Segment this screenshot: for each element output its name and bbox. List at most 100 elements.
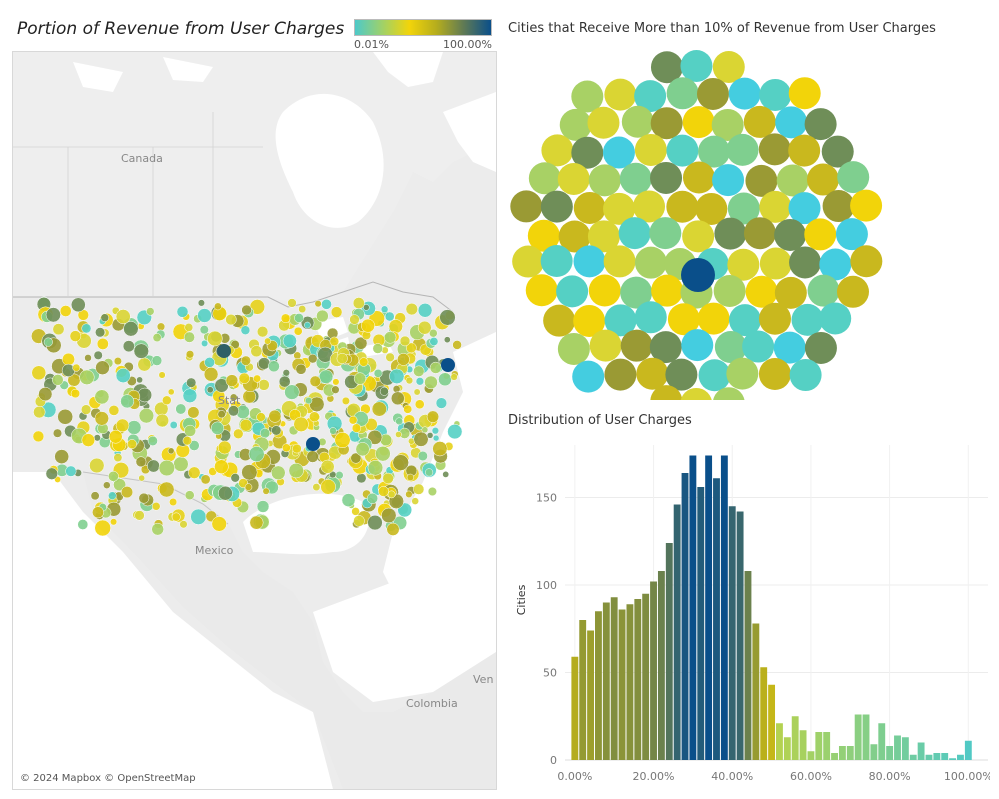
city-bubble[interactable]	[727, 248, 760, 281]
map-city-dot[interactable]	[108, 491, 117, 500]
map-city-dot[interactable]	[218, 485, 233, 501]
histogram-bar[interactable]	[595, 611, 602, 760]
map-city-dot[interactable]	[94, 411, 109, 426]
map-city-dot[interactable]	[413, 431, 429, 447]
map-city-dot[interactable]	[253, 374, 262, 383]
map-city-dot[interactable]	[417, 320, 432, 335]
city-bubble[interactable]	[559, 108, 592, 141]
city-bubble[interactable]	[603, 192, 636, 225]
map-city-dot[interactable]	[158, 481, 175, 498]
histogram-bar[interactable]	[783, 737, 791, 760]
map-city-dot[interactable]	[392, 385, 401, 393]
city-bubble[interactable]	[665, 358, 698, 391]
histogram-bar[interactable]	[587, 630, 595, 761]
histogram-panel[interactable]: 0 50 100 150 0.00% 20.00% 40.00% 60.00% 80.00% 10…	[500, 430, 993, 790]
city-bubble[interactable]	[758, 358, 791, 391]
histogram-bar[interactable]	[878, 723, 886, 760]
histogram-bar[interactable]	[634, 599, 642, 760]
map-city-dot[interactable]	[371, 401, 387, 417]
city-bubble[interactable]	[728, 77, 761, 110]
map-city-dot[interactable]	[450, 373, 458, 381]
map-city-dot[interactable]	[90, 491, 100, 501]
map-city-dot[interactable]	[298, 305, 307, 314]
map-city-dot[interactable]	[113, 453, 123, 463]
city-bubble[interactable]	[714, 331, 747, 364]
city-bubble[interactable]	[619, 162, 652, 195]
map-city-dot[interactable]	[197, 299, 205, 307]
histogram-bar[interactable]	[736, 511, 744, 761]
histogram-bar[interactable]	[823, 732, 831, 760]
map-city-dot[interactable]	[184, 323, 194, 332]
histogram-bar[interactable]	[681, 473, 689, 760]
map-city-dot[interactable]	[426, 410, 440, 423]
map-city-dot[interactable]	[399, 335, 411, 347]
histogram-bar[interactable]	[917, 742, 925, 761]
map-city-dot[interactable]	[268, 360, 280, 373]
map-city-dot[interactable]	[158, 371, 166, 379]
map-city-dot[interactable]	[395, 417, 404, 426]
histogram-bar[interactable]	[689, 455, 697, 761]
map-city-dot[interactable]	[207, 330, 223, 347]
map-city-dot[interactable]	[146, 307, 155, 316]
city-bubble[interactable]	[682, 106, 715, 139]
map-city-dot[interactable]	[113, 357, 122, 366]
map-city-dot[interactable]	[307, 353, 318, 364]
map-city-dot[interactable]	[249, 515, 264, 530]
map-city-dot[interactable]	[438, 372, 452, 387]
map-city-dot[interactable]	[81, 323, 92, 334]
map-city-dot[interactable]	[65, 465, 77, 477]
map-city-dot[interactable]	[452, 340, 462, 350]
map-city-dot[interactable]	[309, 396, 325, 412]
city-bubble[interactable]	[666, 77, 699, 110]
map-city-dot[interactable]	[33, 405, 46, 419]
map-city-dot[interactable]	[210, 421, 225, 435]
city-bubble[interactable]	[821, 135, 854, 168]
map-city-dot[interactable]	[227, 405, 240, 417]
histogram-bar[interactable]	[618, 609, 626, 761]
city-bubble[interactable]	[634, 301, 667, 334]
city-bubble[interactable]	[788, 192, 821, 225]
map-city-dot[interactable]	[206, 386, 214, 394]
map-city-dot[interactable]	[367, 429, 383, 445]
map-city-dot[interactable]	[382, 472, 394, 485]
map-city-dot[interactable]	[316, 309, 329, 323]
map-city-dot[interactable]	[93, 350, 103, 360]
map-city-dot[interactable]	[417, 450, 428, 462]
city-bubble[interactable]	[819, 248, 852, 281]
map-city-dot[interactable]	[155, 413, 170, 428]
map-city-dot[interactable]	[439, 309, 456, 326]
map-city-dot[interactable]	[184, 490, 195, 501]
histogram-bar[interactable]	[791, 716, 799, 760]
city-bubble[interactable]	[588, 274, 621, 307]
city-bubble[interactable]	[666, 134, 699, 167]
map-city-dot[interactable]	[348, 415, 358, 425]
city-bubble-highlight[interactable]	[681, 258, 715, 292]
map-city-dot[interactable]	[80, 404, 92, 415]
map-city-dot[interactable]	[314, 300, 322, 308]
map-city-dot[interactable]	[94, 519, 111, 537]
city-bubble[interactable]	[836, 275, 869, 308]
map-city-dot[interactable]	[375, 445, 391, 462]
city-bubble[interactable]	[572, 360, 605, 393]
map-city-dot[interactable]	[332, 378, 340, 386]
map-city-dot[interactable]	[217, 440, 232, 455]
city-bubble[interactable]	[541, 134, 574, 167]
histogram-bar[interactable]	[642, 593, 650, 760]
map-city-dot[interactable]	[217, 410, 226, 419]
histogram-bar[interactable]	[846, 746, 854, 760]
city-bubble[interactable]	[571, 136, 604, 169]
map-city-dot[interactable]	[427, 486, 437, 497]
map-city-dot[interactable]	[352, 297, 365, 310]
city-bubble[interactable]	[807, 274, 840, 307]
map-city-dot[interactable]	[432, 434, 440, 442]
map-city-dot[interactable]	[403, 404, 413, 414]
map-city-dot[interactable]	[123, 321, 139, 337]
map-city-dot[interactable]	[103, 481, 111, 489]
city-bubble[interactable]	[618, 217, 651, 250]
map-city-dot[interactable]	[171, 512, 181, 522]
map-city-dot[interactable]	[136, 376, 143, 384]
map-city-dot[interactable]	[264, 337, 272, 345]
histogram-bar[interactable]	[744, 571, 752, 760]
map-city-dot[interactable]	[127, 439, 137, 450]
map-city-dot[interactable]	[187, 406, 200, 419]
